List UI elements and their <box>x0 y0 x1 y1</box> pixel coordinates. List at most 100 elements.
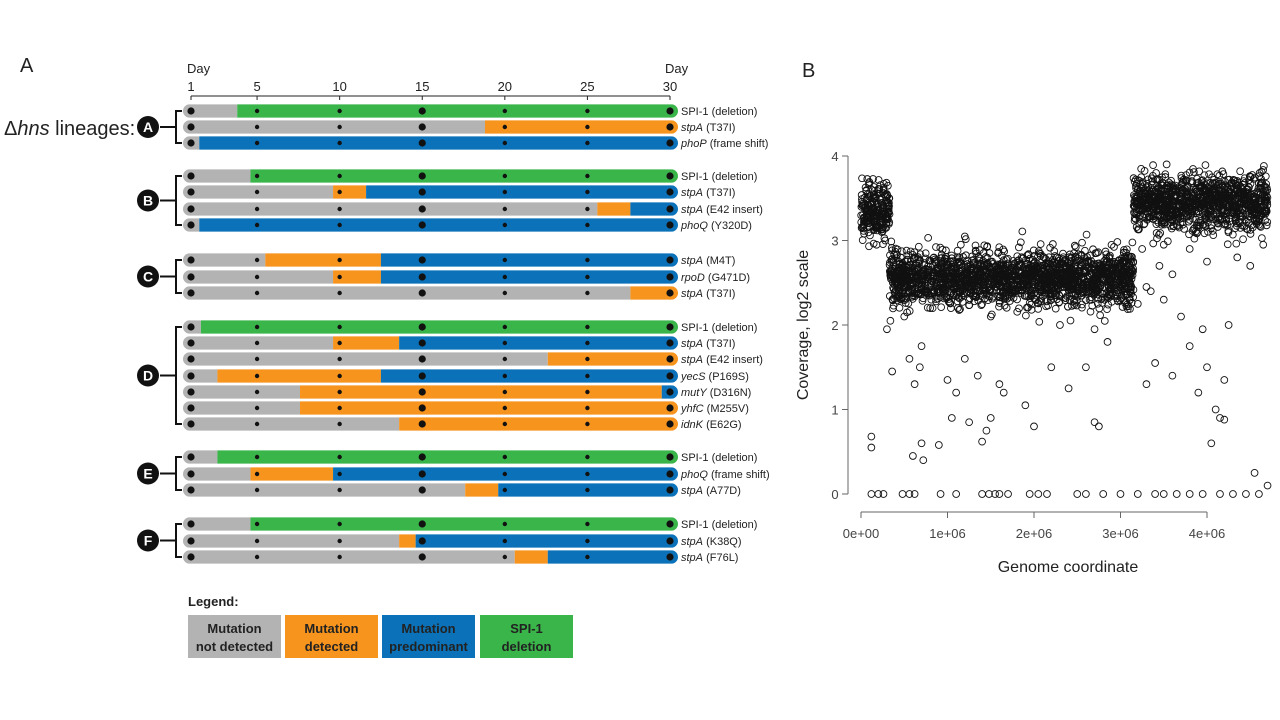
coverage-point <box>1156 229 1165 237</box>
coverage-point <box>998 265 1007 273</box>
sample-dot <box>418 188 426 196</box>
sample-dot <box>254 373 260 379</box>
sample-dot <box>337 189 342 195</box>
coverage-point <box>1135 214 1144 223</box>
coverage-point <box>1167 224 1176 233</box>
coverage-point <box>948 266 957 275</box>
sample-dot <box>502 124 508 130</box>
coverage-point <box>867 432 876 441</box>
segment-detected <box>547 352 678 366</box>
coverage-point <box>1161 173 1170 181</box>
coverage-point <box>1232 239 1241 248</box>
coverage-point <box>877 201 886 209</box>
coverage-point <box>1162 160 1171 169</box>
coverage-point <box>1238 212 1246 221</box>
coverage-point <box>1013 252 1022 261</box>
coverage-point <box>1224 321 1233 329</box>
coverage-point <box>1160 218 1169 227</box>
coverage-point <box>888 367 896 376</box>
sample-dot <box>418 404 426 412</box>
coverage-point <box>1222 215 1231 224</box>
legend-line2: predominant <box>389 639 468 654</box>
sample-dot <box>418 553 426 561</box>
coverage-point <box>879 490 888 498</box>
sample-dot <box>337 274 342 280</box>
sample-dot <box>666 553 674 561</box>
sample-dot <box>502 487 508 493</box>
coverage-point <box>1018 227 1027 236</box>
sample-dot <box>254 405 260 411</box>
coverage-point <box>901 289 910 297</box>
sample-dot <box>337 538 342 544</box>
coverage-point <box>1151 359 1159 367</box>
x-tick-label: 2e+06 <box>1016 526 1053 541</box>
coverage-point <box>1228 230 1237 239</box>
coverage-point <box>900 312 909 321</box>
coverage-point <box>1078 300 1086 309</box>
coverage-point <box>971 289 980 298</box>
legend-line1: Mutation <box>401 621 455 636</box>
coverage-point <box>1157 202 1166 211</box>
coverage-point <box>1185 193 1194 201</box>
coverage-point <box>1103 338 1112 346</box>
sample-dot <box>666 273 674 281</box>
coverage-point <box>1166 182 1175 190</box>
coverage-point <box>1082 490 1090 498</box>
coverage-point <box>1082 296 1090 305</box>
coverage-point <box>1096 311 1104 320</box>
coverage-point <box>1194 200 1203 208</box>
coverage-point <box>1108 267 1117 276</box>
sample-dot <box>585 554 590 560</box>
coverage-point <box>901 294 910 303</box>
sample-dot <box>666 221 674 229</box>
coverage-point <box>1081 266 1090 275</box>
coverage-point <box>1168 371 1177 380</box>
y-tick-label: 2 <box>831 318 838 333</box>
coverage-point <box>1224 226 1233 235</box>
coverage-point <box>1155 262 1164 270</box>
coverage-point <box>872 211 881 220</box>
segment-detected <box>300 401 678 415</box>
coverage-point <box>956 277 965 286</box>
group-badge-label: C <box>143 269 153 285</box>
sample-dot <box>187 123 195 131</box>
coverage-point <box>1215 180 1223 189</box>
coverage-point <box>995 380 1004 389</box>
coverage-point <box>1203 257 1211 266</box>
coverage-point <box>1034 252 1042 261</box>
segment-deletion <box>237 104 678 118</box>
mutation-label: yhfC (M255V) <box>680 403 749 415</box>
coverage-point <box>1198 325 1207 334</box>
coverage-point <box>943 271 952 279</box>
coverage-point <box>1229 490 1237 498</box>
coverage-point <box>1175 223 1183 232</box>
segment-detected <box>465 483 499 497</box>
coverage-point <box>978 490 986 498</box>
sample-dot <box>337 356 342 362</box>
coverage-point <box>870 183 878 191</box>
coverage-point <box>990 262 999 271</box>
segment-predominant <box>366 185 678 199</box>
coverage-point <box>1008 288 1016 296</box>
coverage-point <box>862 186 871 195</box>
sample-dot <box>337 454 342 460</box>
coverage-point <box>1168 196 1176 204</box>
coverage-point <box>865 242 873 251</box>
sample-dot <box>418 323 426 331</box>
coverage-point <box>942 258 951 266</box>
coverage-point <box>910 380 919 389</box>
coverage-point <box>1045 253 1053 262</box>
panel-a-label: A <box>20 55 34 77</box>
coverage-point <box>1234 188 1243 197</box>
mutation-label: mutY (D316N) <box>681 387 751 399</box>
coverage-point <box>874 490 883 498</box>
legend: Legend: Mutation not detected Mutation dete… <box>188 594 573 658</box>
coverage-point <box>955 306 963 314</box>
coverage-point <box>1221 220 1230 228</box>
coverage-point <box>903 257 912 266</box>
sample-dot <box>254 257 260 263</box>
sample-dot <box>585 324 590 330</box>
coverage-point <box>1018 286 1027 295</box>
coverage-point <box>1220 415 1229 424</box>
